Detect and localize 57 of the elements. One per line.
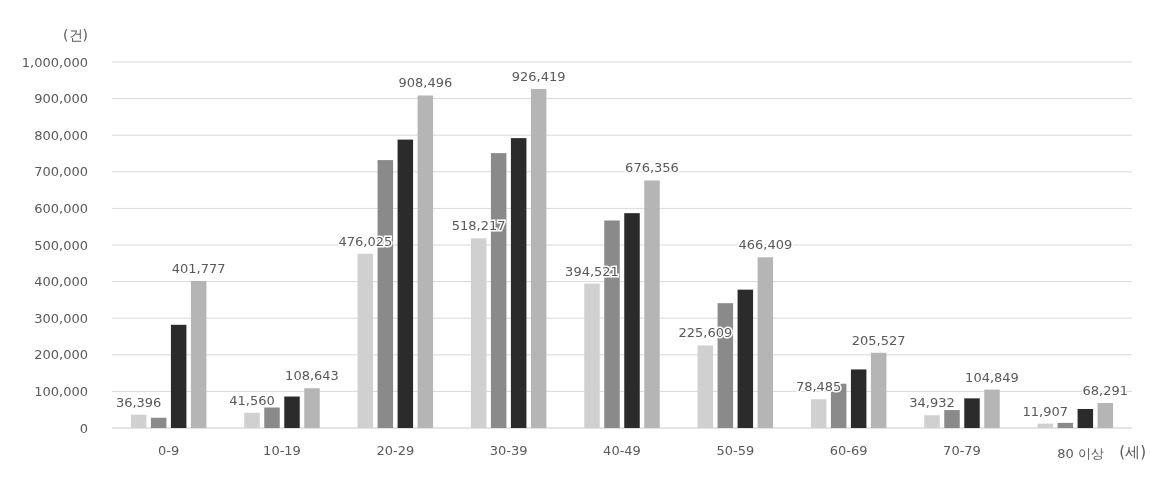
xlabel: (세) <box>1119 443 1146 461</box>
y-tick-label: 0 <box>79 420 88 436</box>
x-tick-label: 70-79 <box>943 443 981 458</box>
bar <box>530 88 547 428</box>
x-tick-label: 0-9 <box>158 443 180 458</box>
bar <box>304 388 320 428</box>
data-label: 908,496 <box>398 75 453 91</box>
bar <box>964 398 980 428</box>
bar <box>944 410 960 428</box>
bar <box>757 257 774 428</box>
y-tick-label: 1,000,000 <box>21 54 88 70</box>
x-tick-label: 10-19 <box>263 443 301 458</box>
bar <box>1097 403 1114 428</box>
data-label: 36,396 <box>115 394 162 410</box>
bar <box>850 369 867 428</box>
bar <box>624 213 640 428</box>
data-label: 108,643 <box>285 368 339 384</box>
y-tick-label: 700,000 <box>34 164 88 180</box>
data-label: 11,907 <box>1022 403 1069 419</box>
bar <box>284 396 300 428</box>
bar <box>417 95 434 428</box>
data-label: 68,291 <box>1082 383 1129 399</box>
data-label: 205,527 <box>851 332 906 348</box>
bar <box>150 417 167 428</box>
x-tick-label: 30-39 <box>489 443 528 458</box>
x-tick-label: 40-49 <box>603 443 641 458</box>
bar <box>510 138 527 428</box>
data-label: 41,560 <box>229 392 275 408</box>
data-label: 676,356 <box>625 160 679 176</box>
y-tick-label: 400,000 <box>34 274 88 290</box>
y-tick-label: 300,000 <box>34 310 88 326</box>
y-tick-label: 900,000 <box>34 91 88 107</box>
bar <box>644 180 660 428</box>
y-tick-label: 800,000 <box>34 127 88 143</box>
x-tick-label: 80 이상 <box>1057 446 1104 461</box>
bar <box>397 139 414 428</box>
bar <box>1057 422 1074 428</box>
bar <box>170 324 187 428</box>
y-tick-label: 200,000 <box>34 347 88 363</box>
bar <box>264 407 280 428</box>
bar <box>737 289 754 428</box>
data-label: 466,409 <box>738 237 793 253</box>
bar <box>870 352 887 428</box>
bar <box>190 280 207 428</box>
ylabel: (건) <box>63 27 88 43</box>
data-label: 401,777 <box>171 260 226 276</box>
data-label: 34,932 <box>909 395 955 411</box>
bar <box>984 389 1000 428</box>
y-tick-label: 600,000 <box>34 200 88 216</box>
data-label: 104,849 <box>965 369 1019 385</box>
bar <box>1077 408 1094 428</box>
x-tick-label: 20-29 <box>376 443 415 458</box>
x-tick-label: 60-69 <box>829 443 868 458</box>
y-tick-label: 500,000 <box>34 237 88 253</box>
x-tick-label: 50-59 <box>716 443 755 458</box>
y-tick-label: 100,000 <box>34 383 88 399</box>
data-label: 926,419 <box>511 68 566 84</box>
